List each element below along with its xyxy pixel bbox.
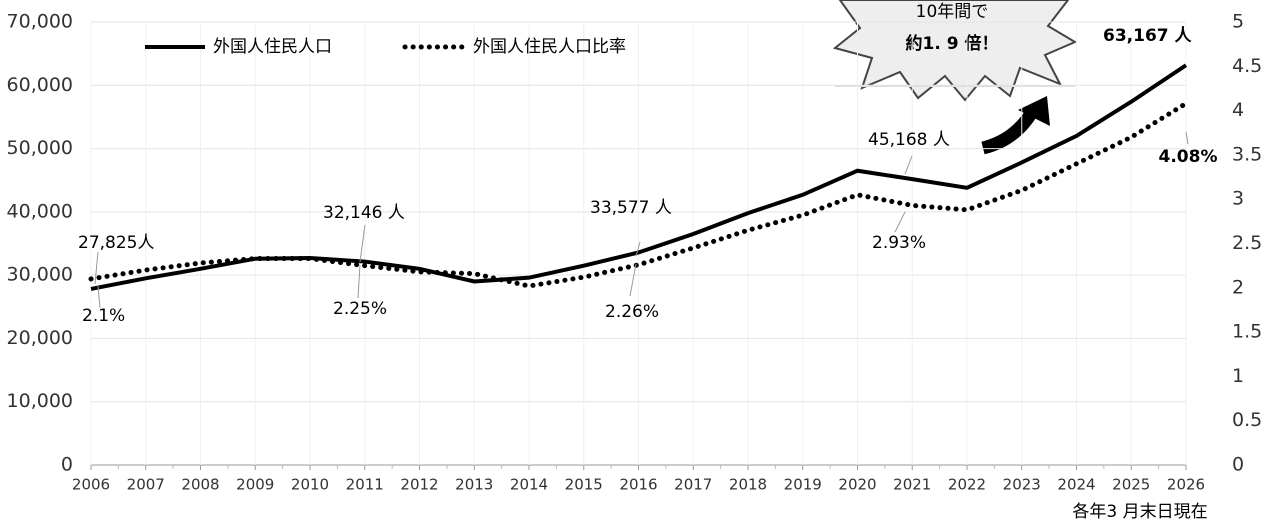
y2-tick-label: 5	[1232, 11, 1244, 33]
footnote: 各年3 月末日現在	[1072, 502, 1207, 522]
y-tick-label: 70,000	[7, 11, 73, 33]
arrow-head	[1018, 96, 1050, 126]
y2-tick-label: 3	[1232, 188, 1244, 210]
data-label: 2.25%	[333, 299, 387, 319]
y-tick-label: 0	[61, 454, 73, 476]
x-tick-label: 2018	[729, 476, 767, 494]
y2-tick-label: 1.5	[1232, 321, 1262, 343]
data-label: 32,146 人	[323, 203, 405, 223]
x-tick-label: 2008	[181, 476, 219, 494]
y-tick-label: 20,000	[7, 327, 73, 349]
x-tick-label: 2011	[346, 476, 384, 494]
x-tick-label: 2006	[72, 476, 110, 494]
leader-line	[635, 241, 641, 257]
leader-line	[629, 263, 637, 297]
leader-line	[97, 285, 101, 309]
data-label: 33,577 人	[590, 198, 672, 218]
y-tick-label: 30,000	[7, 264, 73, 286]
x-tick-label: 2025	[1112, 476, 1150, 494]
data-label: 45,168 人	[868, 130, 950, 150]
series-line	[88, 101, 1189, 289]
x-tick-label: 2026	[1167, 476, 1205, 494]
x-tick-label: 2012	[400, 476, 438, 494]
x-tick-label: 2013	[455, 476, 493, 494]
leader-line	[357, 264, 361, 299]
y2-tick-label: 0.5	[1232, 409, 1262, 431]
data-label: 2.93%	[872, 233, 926, 253]
y2-tick-label: 2	[1232, 276, 1244, 298]
x-tick-label: 2021	[893, 476, 931, 494]
data-label: 2.26%	[605, 302, 659, 322]
x-tick-label: 2023	[1003, 476, 1041, 494]
x-tick-label: 2009	[236, 476, 274, 494]
x-tick-label: 2007	[127, 476, 165, 494]
x-tick-label: 2014	[510, 476, 548, 494]
data-label: 4.08%	[1159, 147, 1218, 167]
y-tick-label: 60,000	[7, 74, 73, 96]
x-tick-label: 2024	[1057, 476, 1095, 494]
x-tick-label: 2010	[291, 476, 329, 494]
y2-tick-label: 3.5	[1232, 143, 1262, 165]
x-tick-label: 2016	[619, 476, 657, 494]
x-tick-label: 2015	[565, 476, 603, 494]
callout-line2: 約1. 9 倍！	[906, 33, 999, 54]
leader-line	[894, 211, 906, 233]
y2-tick-label: 4.5	[1232, 55, 1262, 77]
y2-tick-label: 4	[1232, 99, 1244, 121]
y2-tick-label: 0	[1232, 454, 1244, 476]
arrow	[981, 108, 1038, 155]
x-tick-label: 2019	[784, 476, 822, 494]
legend-label: 外国人住民人口比率	[473, 37, 626, 57]
legend-label: 外国人住民人口	[213, 37, 332, 57]
y-tick-label: 10,000	[7, 390, 73, 412]
starburst	[832, 0, 1078, 102]
x-tick-label: 2022	[948, 476, 986, 494]
x-tick-label: 2020	[838, 476, 876, 494]
y2-tick-label: 2.5	[1232, 232, 1262, 254]
leader-line	[359, 224, 366, 263]
data-label: 63,167 人	[1103, 26, 1193, 46]
leader-line	[94, 251, 99, 285]
y2-tick-label: 1	[1232, 365, 1244, 387]
callout-line1: 10年間で	[916, 2, 989, 22]
x-tick-label: 2017	[674, 476, 712, 494]
leader-line	[1185, 131, 1189, 145]
y-tick-label: 40,000	[7, 200, 73, 222]
data-label: 2.1%	[82, 306, 125, 326]
data-label: 27,825人	[78, 233, 154, 253]
y-tick-label: 50,000	[7, 137, 73, 159]
leader-line	[904, 155, 913, 175]
